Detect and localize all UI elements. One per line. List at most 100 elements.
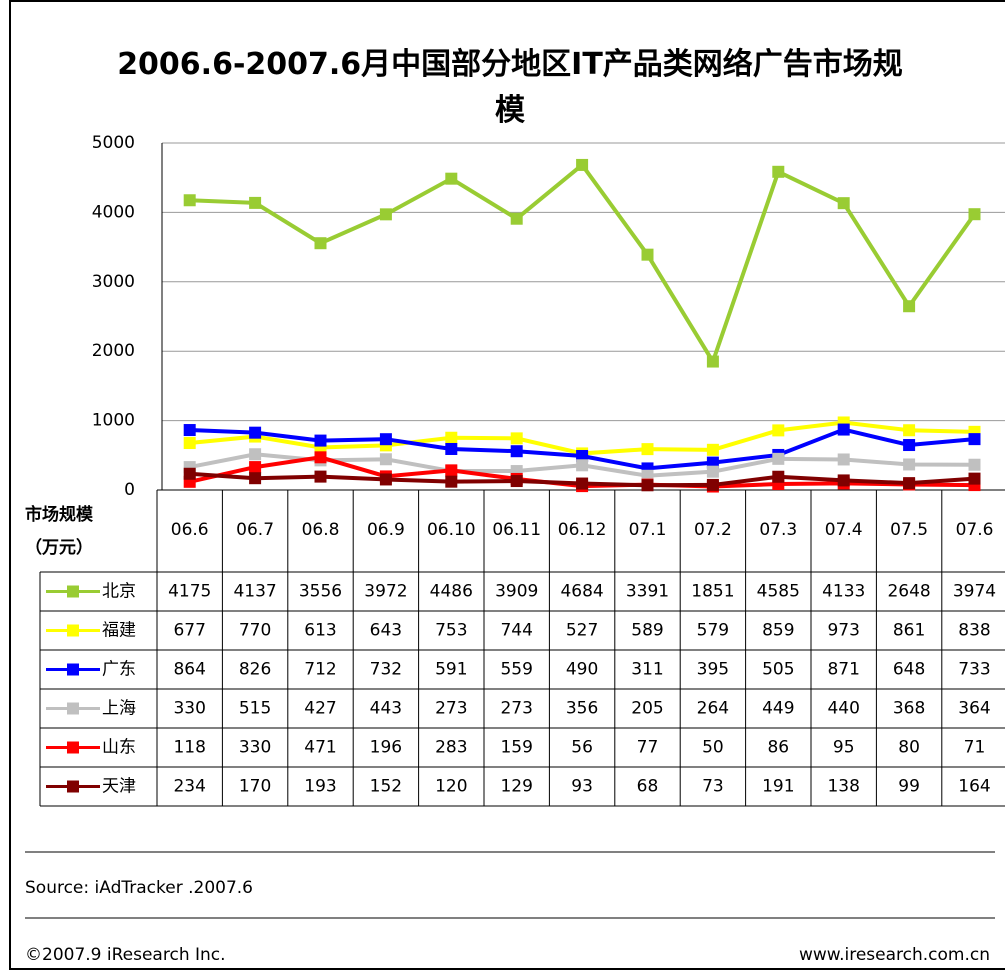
point (576, 459, 589, 472)
table-cell: 234 (173, 777, 205, 797)
y-tick-label: 5000 (92, 133, 135, 153)
point (968, 472, 981, 485)
table-cell: 77 (637, 738, 659, 758)
table-cell: 648 (893, 660, 925, 680)
table-cell: 4486 (430, 582, 473, 602)
table-cell: 826 (239, 660, 271, 680)
table-cell: 283 (435, 738, 467, 758)
table-cell: 1851 (691, 582, 734, 602)
point (510, 475, 523, 488)
table-cell: 191 (762, 777, 794, 797)
legend-label: 天津 (102, 777, 136, 797)
point (837, 197, 850, 210)
point (903, 300, 916, 313)
table-cell: 427 (304, 699, 336, 719)
x-tick-label: 07.2 (694, 520, 732, 540)
table-cell: 770 (239, 621, 271, 641)
x-tick-label: 06.8 (302, 520, 340, 540)
x-tick-label: 06.7 (236, 520, 274, 540)
point (837, 423, 850, 436)
table-cell: 973 (827, 621, 859, 641)
website: www.iresearch.com.cn (799, 945, 990, 965)
point (706, 465, 719, 478)
table-cell: 273 (435, 699, 467, 719)
table-cell: 871 (827, 660, 859, 680)
point (183, 194, 196, 207)
point (249, 461, 262, 474)
point (772, 424, 785, 437)
table-cell: 368 (893, 699, 925, 719)
table-cell: 733 (958, 660, 990, 680)
table-cell: 712 (304, 660, 336, 680)
legend-label: 上海 (102, 699, 136, 719)
frame (9, 0, 1005, 970)
table-cell: 4175 (168, 582, 211, 602)
table-cell: 859 (762, 621, 794, 641)
copyright: ©2007.9 iResearch Inc. (25, 945, 226, 965)
table-cell: 71 (964, 738, 986, 758)
table-cell: 864 (173, 660, 205, 680)
table-cell: 3556 (299, 582, 342, 602)
point (968, 458, 981, 471)
x-tick-label: 06.10 (427, 520, 476, 540)
point (445, 431, 458, 444)
table-cell: 129 (500, 777, 532, 797)
y-tick-label: 1000 (92, 411, 135, 431)
point (445, 442, 458, 455)
point (445, 172, 458, 185)
legend-swatch (67, 741, 79, 754)
point (837, 453, 850, 466)
point (837, 474, 850, 487)
table-cell: 2648 (887, 582, 930, 602)
x-tick-label: 07.1 (629, 520, 667, 540)
legend-swatch (67, 702, 79, 715)
legend-label: 广东 (102, 660, 136, 680)
point (903, 439, 916, 452)
table-cell: 80 (898, 738, 920, 758)
table-cell: 861 (893, 621, 925, 641)
legend-swatch (67, 780, 79, 793)
point (706, 443, 719, 456)
point (903, 424, 916, 437)
legend-swatch (67, 663, 79, 676)
table-cell: 643 (370, 621, 402, 641)
table-cell: 4137 (233, 582, 276, 602)
table-cell: 471 (304, 738, 336, 758)
table-cell: 443 (370, 699, 402, 719)
point (314, 451, 327, 464)
point (314, 434, 327, 447)
table-cell: 3974 (953, 582, 996, 602)
point (903, 458, 916, 471)
table-cell: 613 (304, 621, 336, 641)
table-cell: 505 (762, 660, 794, 680)
table-cell: 732 (370, 660, 402, 680)
table-cell: 753 (435, 621, 467, 641)
table-cell: 152 (370, 777, 402, 797)
point (641, 479, 654, 492)
table-cell: 3972 (364, 582, 407, 602)
table-cell: 95 (833, 738, 855, 758)
y-label: （万元） (25, 537, 93, 558)
table-cell: 170 (239, 777, 271, 797)
chart-title: 2006.6-2007.6月中国部分地区IT产品类网络广告市场规模 (117, 47, 903, 128)
table-cell: 838 (958, 621, 990, 641)
table-cell: 677 (173, 621, 205, 641)
point (706, 478, 719, 491)
x-tick-label: 06.12 (558, 520, 607, 540)
table-cell: 273 (500, 699, 532, 719)
point (706, 355, 719, 368)
point (183, 467, 196, 480)
point (576, 158, 589, 171)
table-cell: 205 (631, 699, 663, 719)
table-cell: 193 (304, 777, 336, 797)
table-cell: 330 (239, 738, 271, 758)
y-label: 市场规模 (25, 504, 94, 525)
point (379, 473, 392, 486)
point (314, 237, 327, 250)
y-tick-label: 2000 (92, 341, 135, 361)
point (379, 433, 392, 446)
point (510, 212, 523, 225)
point (576, 477, 589, 490)
